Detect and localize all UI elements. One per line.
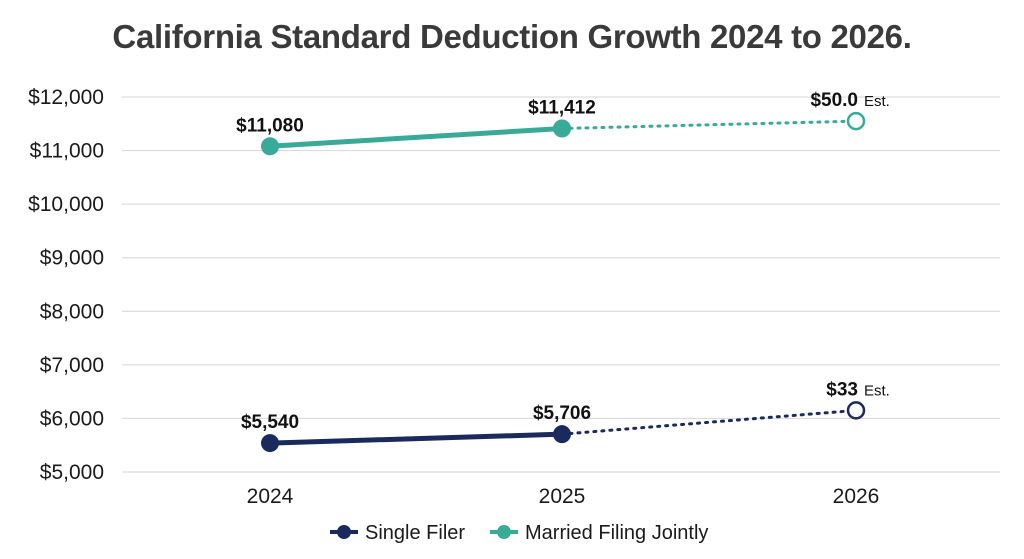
- data-label: $33: [826, 379, 858, 400]
- data-label: $5,706: [533, 403, 591, 424]
- y-tick-label: $6,000: [40, 407, 104, 430]
- x-tick-label: 2026: [833, 485, 880, 508]
- data-point: [553, 119, 571, 138]
- legend-label: Married Filing Jointly: [525, 522, 708, 544]
- y-tick-label: $5,000: [40, 461, 104, 484]
- data-label: $11,080: [236, 115, 304, 136]
- chart-title: California Standard Deduction Growth 202…: [112, 18, 912, 55]
- y-tick-label: $9,000: [40, 247, 104, 270]
- y-axis-ticks: $5,000 $6,000 $7,000 $8,000 $9,000 $10,000 $11…: [28, 86, 104, 484]
- y-tick-label: $10,000: [28, 193, 104, 216]
- legend-swatch-marker: [497, 525, 511, 539]
- y-tick-label: $8,000: [40, 300, 104, 323]
- data-label: $5,540: [241, 412, 299, 433]
- data-point-estimated: [846, 111, 866, 131]
- data-label: $11,412: [528, 98, 596, 119]
- data-labels: $5,540 $5,706 $33 Est. $11,080 $11,412 $50.0 Es…: [236, 90, 890, 433]
- data-point: [553, 425, 571, 444]
- legend: Single Filer Married Filing Jointly: [330, 522, 708, 544]
- estimate-label: Est.: [864, 382, 890, 399]
- x-tick-label: 2025: [539, 485, 586, 508]
- series-line-estimated: [560, 119, 858, 130]
- series-line-estimated: [560, 408, 858, 436]
- x-axis-ticks: 2024 2025 2026: [247, 485, 880, 508]
- y-tick-label: $11,000: [30, 140, 104, 163]
- data-point-estimated: [846, 401, 866, 420]
- y-tick-label: $12,000: [28, 86, 104, 109]
- legend-swatch-marker: [337, 525, 351, 539]
- x-tick-label: 2024: [247, 485, 294, 508]
- series-line: [267, 431, 565, 446]
- data-label: $50.0: [810, 90, 858, 111]
- data-point: [261, 137, 279, 156]
- data-point: [261, 434, 279, 453]
- legend-label: Single Filer: [365, 522, 465, 544]
- estimate-label: Est.: [864, 93, 890, 110]
- series-line: [267, 126, 565, 149]
- y-tick-label: $7,000: [40, 354, 104, 377]
- gridlines: [122, 96, 1000, 473]
- series-group: [261, 111, 866, 453]
